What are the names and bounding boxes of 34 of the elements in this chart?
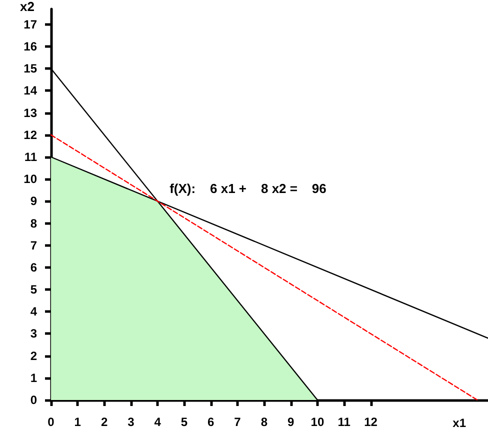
annotation: f(X): 6 x1 + 8 x2 = 96 (170, 181, 326, 196)
x-tick-label: 6 (208, 415, 215, 429)
y-tick-label: 9 (30, 194, 38, 208)
x-tick-label: 0 (48, 415, 55, 429)
y-tick-label: 10 (24, 172, 38, 186)
x-axis-title: x1 (452, 416, 466, 430)
y-tick-label: 8 (30, 216, 38, 230)
x-tick-label: 2 (100, 415, 108, 429)
y-tick-label: 16 (24, 40, 38, 54)
y-tick-label: 17 (24, 17, 38, 32)
y-tick-label: 12 (24, 128, 38, 142)
x-tick-label: 11 (338, 415, 351, 429)
y-tick-label: 14 (24, 84, 38, 98)
x-tick-label: 7 (234, 415, 242, 429)
y-tick-label: 0 (30, 393, 38, 407)
x-tick-label: 8 (260, 415, 268, 429)
x-tick-label: 9 (287, 415, 294, 429)
y-tick-label: 15 (24, 62, 38, 76)
y-tick-label: 3 (30, 326, 38, 341)
y-tick-label: 11 (24, 150, 38, 164)
y-tick-label: 13 (24, 106, 38, 120)
y-tick-label: 5 (30, 282, 38, 297)
x-tick-label: 3 (128, 415, 135, 429)
x-tick-label: 12 (364, 415, 378, 429)
y-tick-label: 2 (30, 348, 38, 363)
y-tick-label: 6 (30, 260, 38, 274)
x-tick-label: 10 (310, 415, 324, 429)
x-tick-label: 5 (180, 415, 188, 429)
x-tick-label: 1 (74, 415, 82, 429)
y-tick-label: 4 (30, 304, 38, 319)
y-tick-label: 1 (30, 370, 38, 385)
y-tick-label: 7 (30, 238, 38, 252)
x-tick-label: 4 (154, 415, 162, 429)
y-axis-title: x2 (20, 0, 34, 14)
